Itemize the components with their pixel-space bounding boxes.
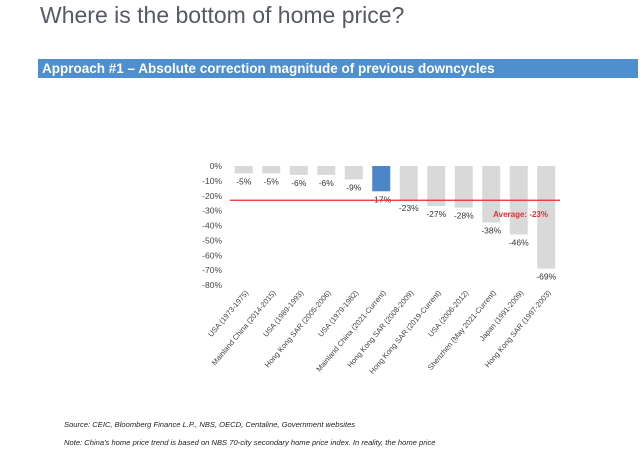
section-banner: Approach #1 – Absolute correction magnit… (38, 59, 638, 78)
data-label: -27% (426, 209, 446, 219)
data-label: -5% (236, 176, 252, 186)
bar (454, 166, 473, 208)
data-label: -17% (371, 194, 391, 204)
bar (482, 166, 501, 223)
reference-line-label: Average: -23% (493, 210, 548, 219)
bar (537, 166, 556, 269)
data-label: -9% (346, 182, 362, 192)
data-label: -23% (399, 203, 419, 213)
data-label: -46% (509, 237, 529, 247)
bar (317, 166, 336, 175)
data-label: -6% (319, 178, 335, 188)
y-tick-label: -30% (202, 206, 222, 216)
bar (262, 166, 281, 174)
y-tick-label: -40% (202, 221, 222, 231)
y-tick-label: -60% (202, 250, 222, 260)
bar (289, 166, 308, 175)
bar (399, 166, 418, 201)
y-tick-label: -50% (202, 235, 222, 245)
source-footnote: Source: CEIC, Bloomberg Finance L.P., NB… (64, 420, 356, 429)
data-label: -69% (536, 272, 556, 282)
note-footnote: Note: China's home price trend is based … (64, 438, 436, 447)
y-tick-label: -70% (202, 265, 222, 275)
y-tick-label: -80% (202, 280, 222, 290)
y-tick-label: -20% (202, 191, 222, 201)
bar (234, 166, 253, 174)
data-label: -28% (454, 211, 474, 221)
bar (344, 166, 363, 180)
bar (372, 166, 391, 192)
y-tick-label: 0% (210, 161, 223, 171)
page-title: Where is the bottom of home price? (40, 2, 405, 28)
bar (427, 166, 446, 207)
data-label: -38% (481, 226, 501, 236)
data-label: -6% (291, 178, 307, 188)
y-tick-label: -10% (202, 176, 222, 186)
data-label: -5% (264, 176, 280, 186)
